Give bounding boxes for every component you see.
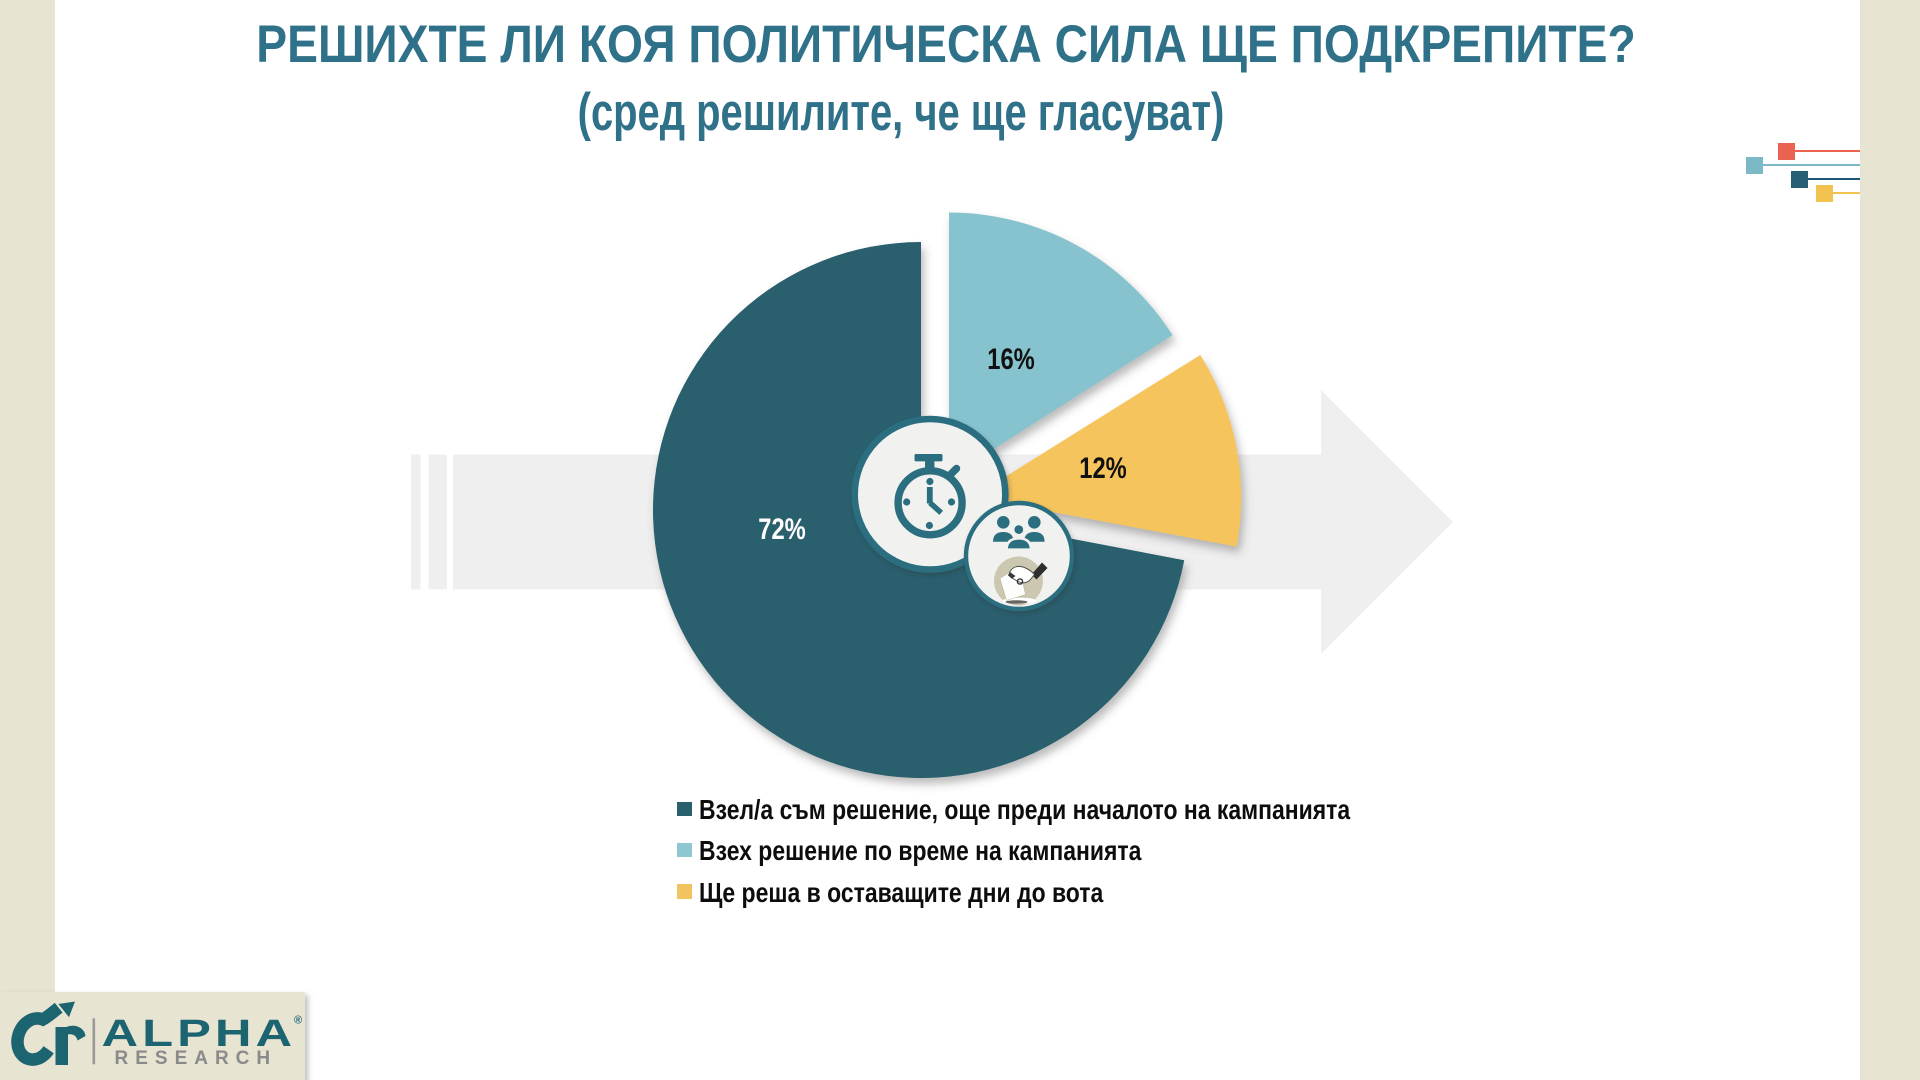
svg-text:ALPHA: ALPHA bbox=[102, 1012, 297, 1054]
svg-text:RESEARCH: RESEARCH bbox=[115, 1048, 278, 1069]
svg-text:®: ® bbox=[294, 1015, 302, 1027]
